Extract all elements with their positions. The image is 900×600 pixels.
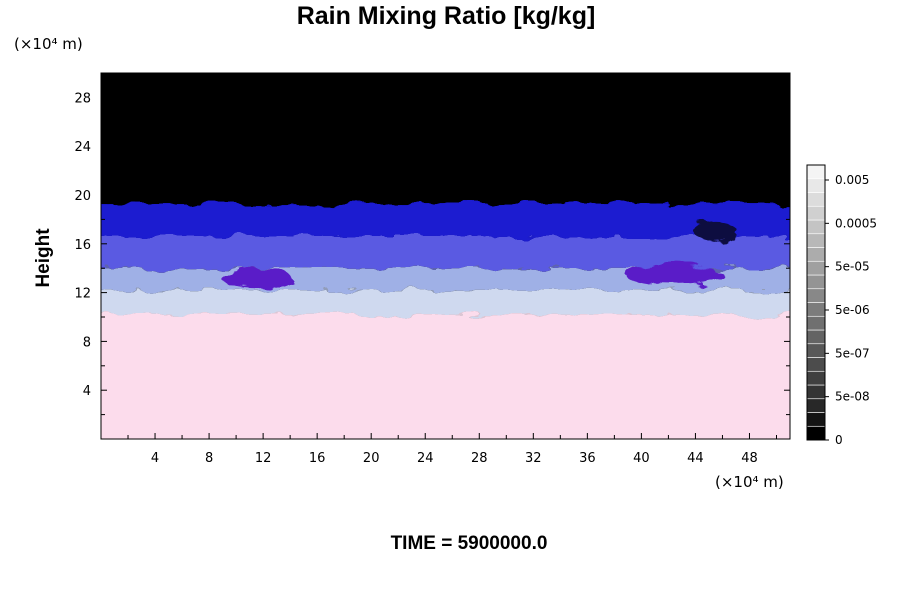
field-layer-high [101,203,790,237]
x-tick-label: 8 [205,451,213,466]
x-tick-label: 12 [255,451,272,466]
y-tick-label: 8 [83,335,91,350]
colorbar-segment [806,247,826,262]
colorbar-segment [806,219,826,235]
x-tick-label: 4 [151,451,159,466]
x-axis: 4 8 12 16 20 24 28 32 36 40 44 48 [127,73,777,466]
colorbar-segment [806,233,826,248]
y-axis: 4 8 12 16 20 24 28 [74,72,790,416]
colorbar-segment [806,302,826,317]
x-unit-label: (×10⁴ m) [715,473,784,491]
colorbar-segment [806,315,826,331]
colorbar-label: 5e-08 [835,390,870,404]
x-tick-label: 28 [471,451,488,466]
colorbar-segment [806,192,826,207]
colorbar-label: 5e-05 [835,260,870,274]
colorbar: 0.005 0.0005 5e-05 5e-06 5e-07 5e-08 0 [806,164,877,447]
time-label: TIME = 5900000.0 [391,533,548,554]
colorbar-label: 5e-07 [835,346,870,360]
y-tick-label: 4 [83,384,91,399]
y-tick-label: 24 [74,140,91,155]
x-tick-label: 16 [309,451,326,466]
y-tick-label: 16 [74,238,91,253]
x-tick-label: 32 [525,451,542,466]
y-tick-label: 12 [74,287,91,302]
y-tick-label: 20 [74,189,91,204]
x-tick-label: 24 [417,451,434,466]
colorbar-label: 0.005 [835,173,869,187]
chart-title: Rain Mixing Ratio [kg/kg] [297,2,596,30]
colorbar-segment [806,260,826,276]
colorbar-segment [806,205,826,221]
colorbar-segment [806,357,826,372]
x-tick-label: 40 [633,451,650,466]
field-layer-lowest [101,314,790,439]
colorbar-segment [806,178,826,193]
y-tick-label: 28 [74,91,91,106]
x-tick-label: 36 [579,451,596,466]
colorbar-frame [806,164,826,441]
dark-patch-northeast [694,221,738,242]
colorbar-label: 0 [835,433,843,447]
colorbar-label: 0.0005 [835,216,877,230]
colorbar-segment [806,412,826,427]
colorbar-label: 5e-06 [835,303,870,317]
x-tick-label: 48 [741,451,758,466]
colorbar-segment [806,425,826,441]
plot-frame [100,72,791,440]
core-patch-east [626,264,724,287]
colorbar-segment [806,329,826,345]
y-unit-label: (×10⁴ m) [14,35,83,53]
field-layer-low [101,290,790,315]
y-axis-label: Height [33,228,54,288]
colorbar-segment [806,164,826,180]
colorbar-segment [806,370,826,386]
core-patch-west [221,268,292,288]
field-layer-mid [101,236,790,269]
x-tick-label: 44 [687,451,704,466]
colorbar-segment [806,398,826,413]
colorbar-segment [806,288,826,303]
colorbar-segment [806,384,826,400]
colorbar-segment [806,343,826,358]
x-tick-label: 20 [363,451,380,466]
colorbar-segment [806,274,826,290]
plot-area [101,73,790,439]
